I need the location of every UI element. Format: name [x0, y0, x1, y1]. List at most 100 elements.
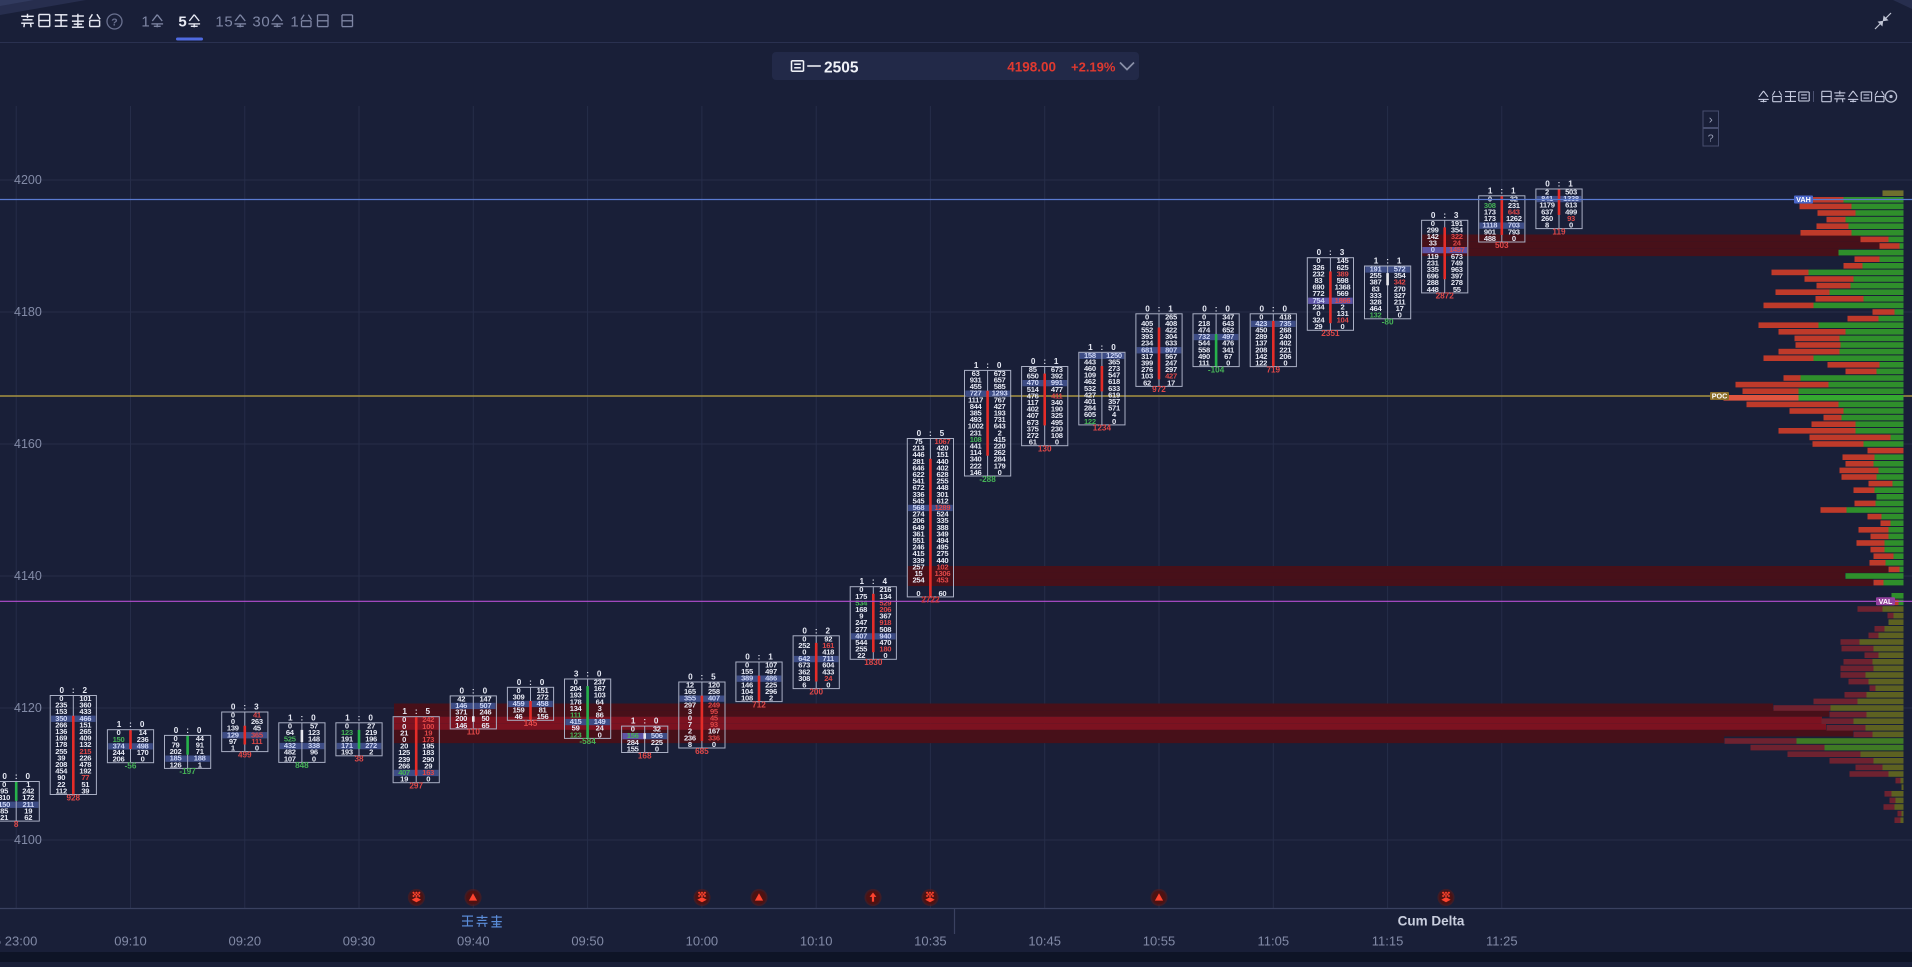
svg-text:569: 569 — [1337, 289, 1349, 298]
svg-text:673: 673 — [1451, 252, 1463, 261]
svg-text:297: 297 — [1165, 365, 1177, 374]
svg-text:44: 44 — [196, 734, 205, 743]
svg-text:486: 486 — [765, 674, 777, 683]
svg-text:1234: 1234 — [1093, 424, 1112, 433]
svg-text:552: 552 — [1141, 326, 1153, 335]
svg-text:612: 612 — [937, 496, 949, 505]
svg-text:64: 64 — [286, 728, 295, 737]
svg-text::: : — [529, 678, 532, 687]
svg-text:VAL: VAL — [1879, 597, 1893, 606]
svg-text:62: 62 — [24, 813, 32, 822]
svg-text:0: 0 — [655, 744, 659, 753]
svg-text:1293: 1293 — [992, 389, 1008, 398]
svg-text:0: 0 — [231, 711, 235, 720]
svg-text:155: 155 — [741, 667, 754, 676]
svg-text:10:45: 10:45 — [1028, 934, 1061, 949]
svg-text:604: 604 — [822, 661, 835, 670]
svg-text:200: 200 — [455, 714, 467, 723]
svg-text:807: 807 — [1165, 345, 1177, 354]
svg-text:0: 0 — [1431, 219, 1435, 228]
svg-text:179: 179 — [994, 461, 1006, 470]
svg-text:415: 415 — [994, 435, 1007, 444]
svg-text:0: 0 — [141, 755, 145, 764]
svg-text:+2.19%: +2.19% — [1071, 60, 1116, 75]
svg-text:153: 153 — [55, 707, 67, 716]
svg-text::: : — [701, 673, 704, 682]
svg-text:690: 690 — [1313, 283, 1325, 292]
svg-text:0: 0 — [1031, 357, 1036, 366]
svg-text:247: 247 — [1165, 359, 1177, 368]
svg-text:325: 325 — [1051, 411, 1064, 420]
svg-text:104: 104 — [741, 687, 754, 696]
svg-text:514: 514 — [1027, 385, 1040, 394]
svg-text:354: 354 — [1394, 271, 1407, 280]
svg-text:418: 418 — [822, 648, 834, 657]
svg-text:146: 146 — [455, 721, 467, 730]
svg-text:21: 21 — [0, 813, 9, 822]
svg-text:0: 0 — [1341, 322, 1345, 331]
svg-text:365: 365 — [1108, 357, 1121, 366]
svg-text:649: 649 — [913, 523, 925, 532]
svg-text:272: 272 — [537, 692, 549, 701]
svg-text:342: 342 — [1394, 278, 1406, 287]
svg-text:236: 236 — [684, 733, 696, 742]
svg-text:650: 650 — [1027, 372, 1039, 381]
svg-text:-56: -56 — [125, 762, 137, 771]
svg-text::: : — [129, 720, 132, 729]
svg-text:749: 749 — [1451, 258, 1463, 267]
svg-text:1866: 1866 — [1335, 296, 1351, 305]
svg-text:544: 544 — [855, 638, 868, 647]
svg-text:112: 112 — [56, 786, 67, 795]
svg-text:132: 132 — [79, 740, 91, 749]
svg-text:10:55: 10:55 — [1143, 934, 1176, 949]
svg-text:161: 161 — [822, 641, 835, 650]
svg-text:0: 0 — [1398, 311, 1402, 320]
svg-text:4100: 4100 — [14, 833, 42, 847]
svg-text:0: 0 — [654, 717, 659, 726]
svg-text:173: 173 — [1484, 214, 1496, 223]
svg-text:503: 503 — [1565, 188, 1577, 197]
svg-text:?: ? — [1708, 133, 1714, 145]
svg-text:408: 408 — [1165, 319, 1177, 328]
svg-text:244: 244 — [113, 748, 126, 757]
svg-text:284: 284 — [627, 738, 640, 747]
svg-text:3: 3 — [1340, 248, 1345, 257]
svg-text:VAH: VAH — [1796, 195, 1811, 204]
svg-text:255: 255 — [855, 645, 868, 654]
svg-text:4180: 4180 — [14, 305, 42, 319]
svg-text:0: 0 — [197, 726, 202, 735]
svg-text:0: 0 — [140, 720, 145, 729]
svg-text:2: 2 — [1545, 188, 1549, 197]
svg-text:1: 1 — [215, 14, 223, 31]
svg-text:0: 0 — [311, 713, 316, 722]
svg-text:0: 0 — [917, 429, 922, 438]
svg-text:191: 191 — [341, 735, 354, 744]
svg-text:1: 1 — [1397, 257, 1402, 266]
svg-text:1368: 1368 — [1335, 283, 1351, 292]
svg-text:407: 407 — [855, 631, 867, 640]
svg-text:61: 61 — [1029, 438, 1038, 447]
svg-text:270: 270 — [1394, 284, 1406, 293]
svg-text:191: 191 — [1370, 265, 1383, 274]
svg-text:433: 433 — [79, 707, 91, 716]
svg-text::: : — [1443, 211, 1446, 220]
svg-text:0: 0 — [598, 730, 602, 739]
svg-text:1830: 1830 — [864, 658, 883, 667]
svg-text:›: › — [1709, 113, 1713, 127]
svg-text:703: 703 — [1508, 221, 1520, 230]
svg-text:2: 2 — [369, 748, 373, 757]
svg-text:446: 446 — [913, 450, 925, 459]
svg-text:0: 0 — [1283, 359, 1287, 368]
svg-text:92: 92 — [824, 634, 832, 643]
svg-text:167: 167 — [708, 727, 720, 736]
svg-text:711: 711 — [823, 654, 835, 663]
svg-text:204: 204 — [570, 684, 583, 693]
svg-text:462: 462 — [1084, 377, 1096, 386]
svg-text:91: 91 — [196, 741, 205, 750]
svg-text:211: 211 — [1394, 298, 1406, 307]
svg-text:628: 628 — [937, 470, 949, 479]
svg-text:0: 0 — [1316, 256, 1320, 265]
svg-text:731: 731 — [994, 415, 1007, 424]
svg-text:103: 103 — [594, 691, 606, 700]
svg-text:0: 0 — [631, 725, 635, 734]
